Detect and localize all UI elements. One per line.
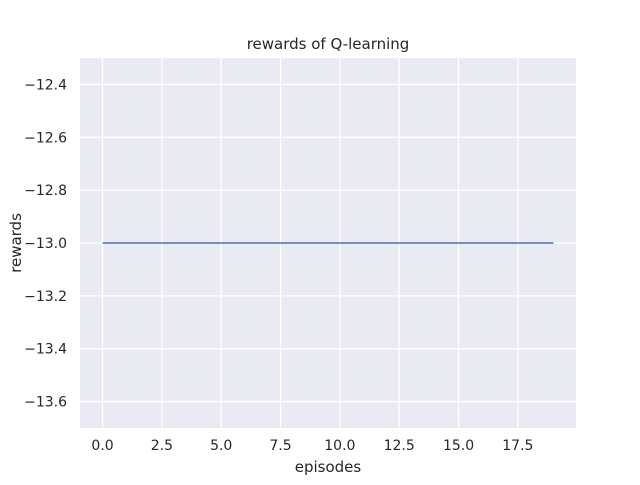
x-tick-label: 12.5	[384, 438, 415, 454]
y-tick-label: −12.6	[24, 130, 67, 146]
y-tick-label: −12.8	[24, 183, 67, 199]
y-tick-label: −13.0	[24, 236, 67, 252]
y-tick-label: −13.4	[24, 342, 67, 358]
chart-title: rewards of Q-learning	[247, 35, 410, 53]
x-axis-ticks: 0.0 2.5 5.0 7.5 10.0 12.5 15.0 17.5	[91, 438, 533, 454]
y-axis-ticks: −12.4 −12.6 −12.8 −13.0 −13.2 −13.4 −13.6	[24, 77, 67, 410]
y-tick-label: −13.6	[24, 395, 67, 411]
x-tick-label: 15.0	[443, 438, 474, 454]
x-tick-label: 7.5	[269, 438, 291, 454]
y-tick-label: −12.4	[24, 77, 67, 93]
x-tick-label: 0.0	[91, 438, 113, 454]
grid	[80, 58, 576, 428]
x-tick-label: 10.0	[324, 438, 355, 454]
x-tick-label: 5.0	[210, 438, 232, 454]
y-tick-label: −13.2	[24, 289, 67, 305]
y-axis-label: rewards	[7, 213, 25, 273]
x-axis-label: episodes	[295, 458, 362, 476]
x-tick-label: 17.5	[502, 438, 533, 454]
x-tick-label: 2.5	[151, 438, 173, 454]
